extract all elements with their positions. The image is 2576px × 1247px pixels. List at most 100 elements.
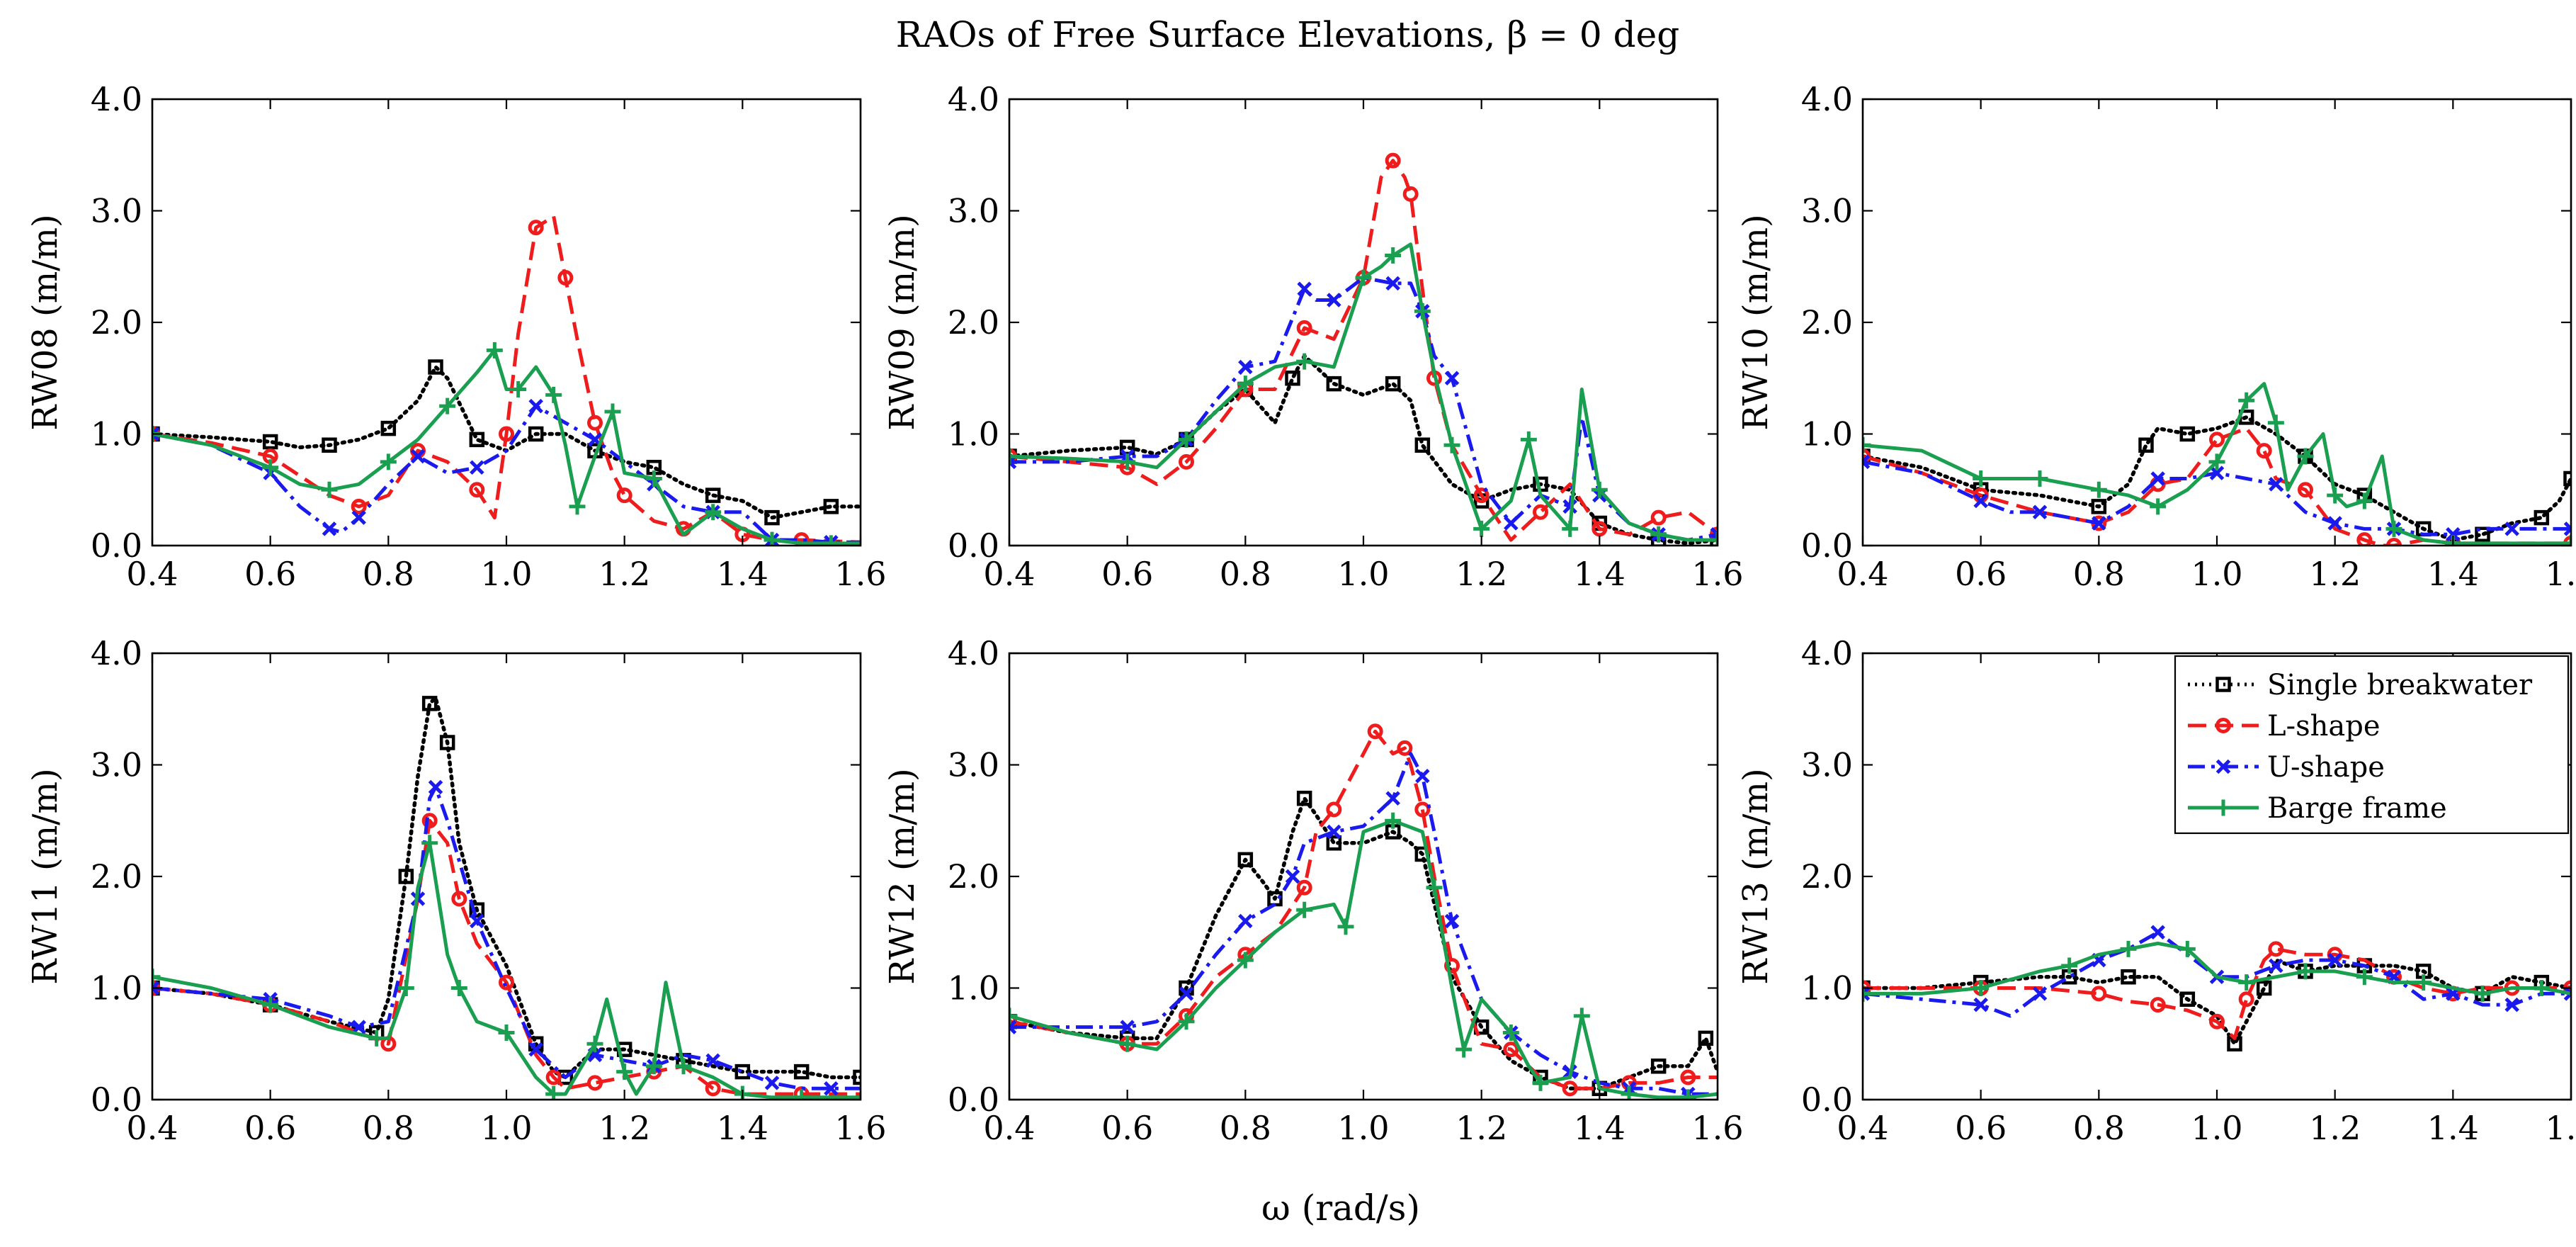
x-tick-label: 1.0 <box>1337 555 1389 593</box>
y-tick-label: 1.0 <box>91 969 142 1008</box>
marker-lshape <box>1402 186 1419 202</box>
marker-ushape <box>2563 521 2571 536</box>
marker-barge <box>675 1058 692 1075</box>
marker-single <box>1296 791 1312 806</box>
legend-label-barge: Barge frame <box>2267 792 2447 825</box>
marker-barge <box>1562 520 1579 537</box>
y-tick-label: 4.0 <box>948 634 999 672</box>
marker-single <box>469 431 485 448</box>
plot-area <box>1009 653 1718 1100</box>
marker-single <box>793 1063 810 1080</box>
x-tick-label: 1.6 <box>1691 555 1743 593</box>
legend: Single breakwater L-shape U-shape Barge fra… <box>2174 655 2570 835</box>
marker-ushape <box>1973 493 1988 509</box>
marker-barge <box>586 1035 603 1052</box>
marker-barge <box>2090 481 2107 498</box>
marker-barge <box>1520 431 1537 448</box>
marker-barge <box>705 504 722 521</box>
marker-barge <box>397 980 414 996</box>
y-tick-label: 0.0 <box>948 1080 999 1119</box>
marker-single <box>2138 437 2154 453</box>
x-tick-label: 0.8 <box>363 555 414 593</box>
marker-barge <box>1009 448 1018 465</box>
marker-barge <box>793 1089 810 1100</box>
x-tick-label: 0.6 <box>244 1109 296 1147</box>
marker-barge <box>2297 448 2314 465</box>
marker-barge <box>2031 470 2048 487</box>
y-tick-label: 3.0 <box>948 746 999 784</box>
y-tick-label: 2.0 <box>91 857 142 896</box>
marker-barge <box>368 1029 385 1046</box>
series-group <box>1009 152 1718 546</box>
marker-barge <box>321 481 338 498</box>
series-line-lshape <box>1009 159 1718 542</box>
marker-barge <box>2327 487 2344 504</box>
marker-barge <box>569 498 586 515</box>
series-group <box>1009 723 1718 1100</box>
marker-barge <box>2061 957 2078 974</box>
marker-barge <box>2267 414 2284 431</box>
legend-marker-barge <box>2215 799 2232 816</box>
marker-single <box>2091 499 2107 514</box>
marker-lshape <box>528 220 544 236</box>
marker-barge <box>498 1025 515 1041</box>
x-tick-label: 0.6 <box>1955 1109 2007 1147</box>
marker-single <box>528 426 544 442</box>
legend-marker-lshape <box>2215 718 2231 733</box>
series-line-single <box>1863 415 2571 542</box>
marker-barge <box>2474 985 2491 1002</box>
marker-single <box>428 359 443 375</box>
series-line-ushape <box>1009 752 1718 1096</box>
marker-lshape <box>2091 986 2107 1002</box>
marker-barge <box>380 453 397 470</box>
marker-single <box>439 735 455 750</box>
marker-ushape <box>1238 913 1253 929</box>
marker-barge <box>1296 901 1313 918</box>
marker-ushape <box>2092 516 2106 531</box>
marker-single <box>2475 526 2490 542</box>
marker-lshape <box>1367 723 1383 740</box>
marker-single <box>1326 376 1342 392</box>
marker-single <box>469 902 485 918</box>
panel-rw09: 0.4 0.6 0.8 1.0 1.2 1.4 1.6 0.0 1.0 2.0 3.0 4.0 RW09… <box>883 80 1744 593</box>
marker-single <box>1385 376 1401 392</box>
marker-barge <box>1385 812 1402 829</box>
marker-barge <box>1237 376 1254 393</box>
x-tick-label: 1.2 <box>598 555 650 593</box>
marker-barge <box>1443 436 1460 453</box>
marker-ushape <box>1385 276 1400 291</box>
marker-barge <box>2563 535 2571 546</box>
marker-barge <box>1591 481 1608 498</box>
marker-barge <box>262 996 279 1013</box>
marker-single <box>2534 509 2550 526</box>
marker-ushape <box>1179 986 1194 1001</box>
marker-barge <box>1679 1089 1696 1100</box>
marker-barge <box>421 835 438 852</box>
y-tick-label: 4.0 <box>948 80 999 118</box>
marker-lshape <box>2356 532 2373 546</box>
y-tick-label: 0.0 <box>948 526 999 565</box>
marker-ushape <box>1285 869 1300 884</box>
marker-ushape <box>764 1076 780 1090</box>
x-tick-label: 0.8 <box>363 1109 414 1147</box>
x-tick-label: 1.6 <box>1691 1109 1743 1147</box>
y-tick-label: 4.0 <box>1801 634 1853 672</box>
marker-ushape <box>322 521 337 536</box>
marker-single <box>1650 1059 1667 1074</box>
marker-single <box>2563 470 2571 487</box>
marker-lshape <box>1473 487 1490 504</box>
marker-barge <box>1573 1008 1590 1025</box>
marker-barge <box>1426 879 1443 896</box>
marker-lshape <box>587 414 603 431</box>
marker-ushape <box>1863 454 1871 470</box>
legend-marker-single <box>2215 677 2231 692</box>
marker-barge <box>1414 303 1431 320</box>
marker-barge <box>439 397 456 414</box>
marker-barge <box>510 381 527 397</box>
x-tick-label: 0.8 <box>2073 1109 2125 1147</box>
marker-lshape <box>499 426 514 442</box>
marker-barge <box>2238 392 2255 409</box>
marker-barge <box>2415 974 2432 991</box>
marker-lshape <box>469 482 485 498</box>
x-tick-label: 1.0 <box>2191 1109 2242 1147</box>
